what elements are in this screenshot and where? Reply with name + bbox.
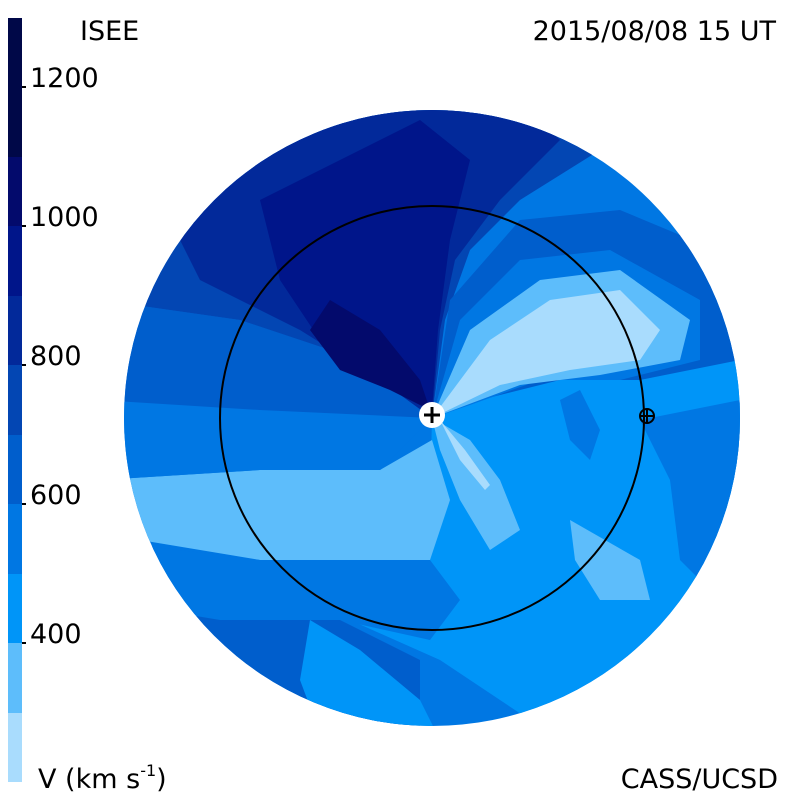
colorbar-segment-4 [8, 434, 22, 505]
colorbar-tick-mark [22, 642, 26, 645]
sun-plus-icon [424, 407, 440, 423]
contour-400-500-east [300, 330, 740, 726]
timestamp-label: 2015/08/08 15 UT [532, 16, 776, 47]
contour-200-300-northeast [432, 290, 660, 418]
contour-500-600-south [124, 540, 460, 640]
colorbar-segment-3 [8, 504, 22, 574]
colorbar-tick-label: 1000 [30, 202, 99, 234]
colorbar-tick-mark [22, 86, 26, 89]
units-label-main: V (km s [38, 764, 141, 795]
contour-600-700-west [124, 300, 432, 418]
earth-icon [639, 408, 655, 424]
colorbar-segment-1 [8, 643, 22, 713]
units-label: V (km s-1) [38, 763, 167, 795]
contour-1000-1100-core [310, 300, 430, 410]
colorbar-segment-7 [8, 226, 22, 296]
colorbar-segment-2 [8, 573, 22, 644]
units-label-close: ) [156, 764, 167, 795]
contour-500-600-feature [560, 390, 600, 460]
earth-orbit-circle [219, 205, 645, 631]
colorbar-segment-9 [8, 18, 22, 157]
colorbar-tick-mark [22, 225, 26, 228]
velocity-colorbar [8, 18, 22, 782]
colorbar-tick-label: 800 [30, 341, 82, 373]
colorbar-tick-label: 1200 [30, 63, 99, 95]
colorbar-segment-8 [8, 156, 22, 227]
colorbar-segment-0 [8, 712, 22, 782]
contour-900-1000-north [260, 120, 470, 410]
contour-200-300-tongue [440, 420, 490, 490]
map-title: ISEE [80, 16, 140, 47]
colorbar-tick-mark [22, 503, 26, 506]
colorbar-tick-label: 400 [30, 619, 82, 651]
contour-500-600-west [124, 400, 432, 480]
colorbar-tick-label: 600 [30, 480, 82, 512]
contour-300-400-tongue [432, 418, 520, 550]
colorbar-segment-6 [8, 295, 22, 366]
colorbar-tick-mark [22, 364, 26, 367]
units-label-exponent: -1 [140, 761, 157, 780]
velocity-contours [124, 110, 740, 726]
credit-label: CASS/UCSD [620, 764, 778, 795]
contour-300-400-east-feature [570, 520, 650, 600]
colorbar-segment-5 [8, 365, 22, 435]
